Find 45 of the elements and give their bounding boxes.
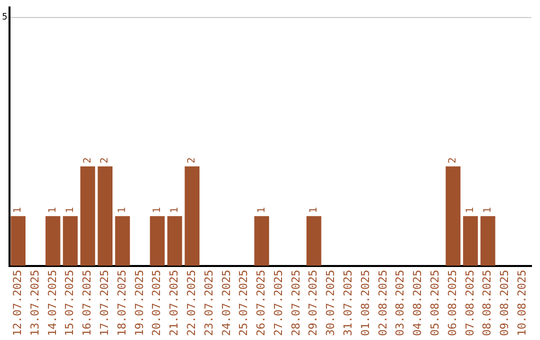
x-tick-label: 31.07.2025	[342, 270, 355, 336]
data-label: 2	[186, 157, 198, 164]
x-tick-label: 28.07.2025	[289, 270, 302, 336]
data-label: 1	[152, 207, 163, 214]
data-label: 1	[48, 207, 59, 214]
x-tick-label: 18.07.2025	[115, 270, 128, 336]
x-tick-label: 04.08.2025	[411, 270, 424, 336]
data-label: 1	[117, 207, 128, 214]
x-tick-label: 16.07.2025	[80, 270, 94, 336]
data-label: 1	[465, 207, 476, 214]
data-label: 1	[256, 207, 268, 214]
x-tick-label: 09.08.2025	[498, 270, 512, 336]
x-tick-label: 02.08.2025	[376, 270, 390, 336]
x-tick-label: 03.08.2025	[394, 270, 407, 336]
data-label: 1	[308, 207, 320, 214]
data-label: 2	[100, 157, 111, 164]
x-tick-label: 19.07.2025	[132, 270, 146, 336]
x-tick-label: 30.07.2025	[324, 270, 338, 336]
x-tick-label: 21.07.2025	[168, 270, 181, 336]
x-tick-label: 17.07.2025	[98, 270, 111, 336]
x-tick-label: 27.07.2025	[272, 270, 285, 336]
x-tick-label: 23.07.2025	[202, 270, 216, 336]
x-tick-label: 01.08.2025	[358, 270, 372, 336]
x-tick-label: 26.07.2025	[254, 270, 268, 336]
x-tick-label: 15.07.2025	[63, 270, 76, 336]
data-label: 1	[64, 207, 76, 214]
x-tick-label: 13.07.2025	[28, 270, 42, 336]
x-tick-label: 14.07.2025	[46, 270, 59, 336]
data-label: 2	[82, 157, 94, 164]
x-tick-label: 22.07.2025	[184, 270, 198, 336]
data-label: 1	[482, 207, 494, 214]
x-tick-label: 20.07.2025	[150, 270, 164, 336]
x-tick-label: 08.08.2025	[480, 270, 494, 336]
x-tick-label: 10.08.2025	[516, 270, 529, 336]
x-tick-label: 25.07.2025	[237, 270, 250, 336]
x-tick-label: 05.08.2025	[428, 270, 442, 336]
x-tick-label: 29.07.2025	[306, 270, 320, 336]
x-tick-label: 07.08.2025	[463, 270, 476, 336]
x-tick-label: 12.07.2025	[10, 270, 24, 336]
y-tick-label: 5	[2, 12, 8, 23]
x-tick-label: 06.08.2025	[446, 270, 459, 336]
data-label: 2	[448, 157, 459, 164]
x-tick-label: 24.07.2025	[220, 270, 233, 336]
data-label: 1	[12, 207, 24, 214]
data-label: 1	[169, 207, 180, 214]
